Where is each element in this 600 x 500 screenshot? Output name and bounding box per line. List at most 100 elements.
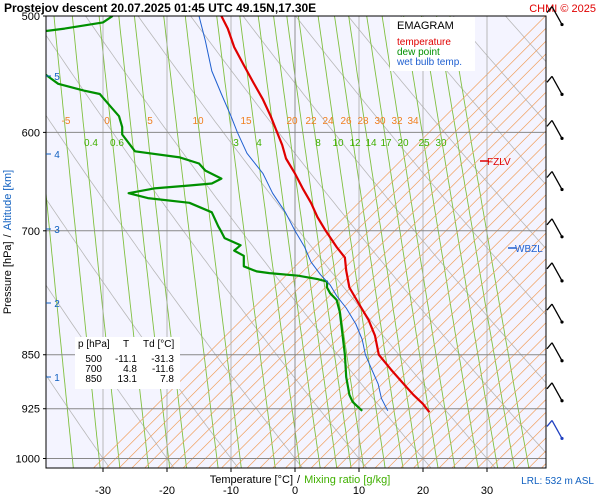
legend-temperature: temperature	[397, 37, 451, 48]
table-header-p: p [hPa]	[78, 339, 110, 350]
isotherm-label: -5	[62, 116, 71, 127]
legend-dew-point: dew point	[397, 47, 440, 58]
mixing-ratio-line	[53, 16, 101, 468]
wind-barb-staff	[551, 303, 563, 323]
temperature-tick-label: -10	[223, 485, 239, 497]
mixing-ratio-line	[216, 16, 276, 468]
wind-barb-station	[560, 436, 564, 441]
isotherm-line	[118, 40, 546, 468]
wind-barb	[546, 75, 564, 96]
wind-barb-flag	[546, 303, 553, 311]
altitude-tick-label: 3	[54, 225, 60, 236]
wind-barb-station	[560, 320, 564, 324]
dry-adiabat	[452, 16, 546, 123]
y-axis-altitude: Altitude [km]	[2, 170, 14, 231]
table-row-p: 850	[85, 374, 102, 385]
wind-barb	[546, 218, 564, 239]
isotherm-label: 0	[104, 116, 110, 127]
isotherm-label: 15	[240, 116, 252, 127]
wind-barb-staff	[551, 171, 563, 190]
pressure-tick-label: 1000	[16, 453, 40, 465]
dry-adiabat	[46, 284, 175, 468]
wind-barb-station	[560, 399, 564, 403]
wind-barb	[546, 262, 564, 283]
mixing-ratio-line	[71, 16, 121, 468]
table-row-td: -31.3	[151, 354, 174, 365]
mixing-ratio-line	[98, 16, 150, 468]
x-axis-temperature: Temperature [°C]	[210, 474, 293, 486]
wbzl-label: WBZL	[515, 244, 543, 255]
isotherm-line	[157, 79, 546, 468]
mixing-ratio-label: 10	[332, 138, 344, 149]
y-axis-label: Pressure [hPa] / Altitude [km]	[2, 170, 14, 314]
wind-barb-staff	[551, 262, 563, 282]
wind-barb	[546, 382, 564, 403]
isotherm-line	[105, 27, 546, 468]
pressure-tick-label: 600	[22, 127, 40, 139]
isotherm-line	[374, 296, 546, 468]
plot-frame	[45, 15, 547, 469]
legend: EMAGRAM temperature dew point wet bulb t…	[390, 17, 475, 71]
mixing-ratio-line	[381, 16, 456, 468]
isotherm-line	[285, 207, 546, 468]
pressure-tick-label: 925	[22, 404, 40, 416]
altitude-tick-label: 4	[54, 150, 60, 161]
isotherm-label: 5	[147, 116, 153, 127]
temperature-tick-label: 10	[353, 485, 365, 497]
mixing-ratio-line	[449, 16, 530, 468]
isotherm-line	[131, 53, 546, 468]
wind-barb	[546, 303, 564, 324]
altitude-tick-label: 1	[54, 373, 60, 384]
temperature-tick-label: 0	[292, 485, 298, 497]
mixing-ratio-line	[420, 16, 499, 468]
wind-barb	[546, 420, 564, 441]
wind-barb-station	[560, 22, 564, 27]
dry-adiabat	[46, 114, 303, 468]
isotherm-line	[361, 283, 546, 468]
dry-adiabat	[85, 16, 432, 468]
table-box	[75, 337, 180, 389]
wind-barb	[546, 119, 564, 140]
mixing-ratio-label: 8	[315, 138, 321, 149]
isotherm-line	[400, 322, 546, 468]
isotherm-label: 32	[391, 116, 403, 127]
dry-adiabat	[347, 16, 546, 250]
table-row-p: 500	[85, 354, 102, 365]
wind-barb-flag	[546, 75, 553, 83]
isotherm-line	[323, 245, 546, 468]
table-header-t: T	[123, 339, 129, 350]
mixing-ratio-label: 0.4	[84, 138, 98, 149]
dry-adiabat	[242, 16, 546, 384]
temperature-tick-label: -30	[95, 485, 111, 497]
isotherm-label: 22	[305, 116, 317, 127]
mixing-ratio-line	[163, 16, 219, 468]
isotherm-line	[233, 155, 546, 468]
x-axis-separator: /	[297, 474, 301, 486]
legend-box	[390, 17, 475, 71]
wind-barb-station	[560, 92, 564, 96]
mixing-ratio-line	[348, 16, 419, 468]
isotherm-label: 20	[286, 116, 298, 127]
isotherm-line	[208, 130, 546, 468]
wet-bulb-curve	[198, 16, 389, 412]
isotherm-label: 24	[322, 116, 334, 127]
wind-barb-station	[560, 359, 564, 363]
y-axis-separator: /	[2, 233, 14, 237]
mixing-ratio-line	[239, 16, 301, 468]
wind-barb-staff	[551, 420, 563, 439]
dew-point-curve	[46, 16, 363, 412]
isotherm-line	[195, 117, 546, 468]
altitude-tick-label: 5	[54, 72, 60, 83]
isotherm-line	[259, 181, 546, 468]
wind-barb-flag	[546, 342, 553, 350]
wind-panel	[546, 16, 600, 468]
dry-adiabat	[46, 374, 110, 468]
temperature-curve	[220, 16, 431, 413]
fzlv-label: FZLV	[487, 157, 511, 168]
credit-label: CHMI © 2025	[529, 3, 596, 15]
legend-heading: EMAGRAM	[397, 20, 454, 32]
mixing-ratio-line	[297, 16, 365, 468]
temperature-tick-label: -20	[159, 485, 175, 497]
wind-barb-station	[560, 187, 564, 192]
